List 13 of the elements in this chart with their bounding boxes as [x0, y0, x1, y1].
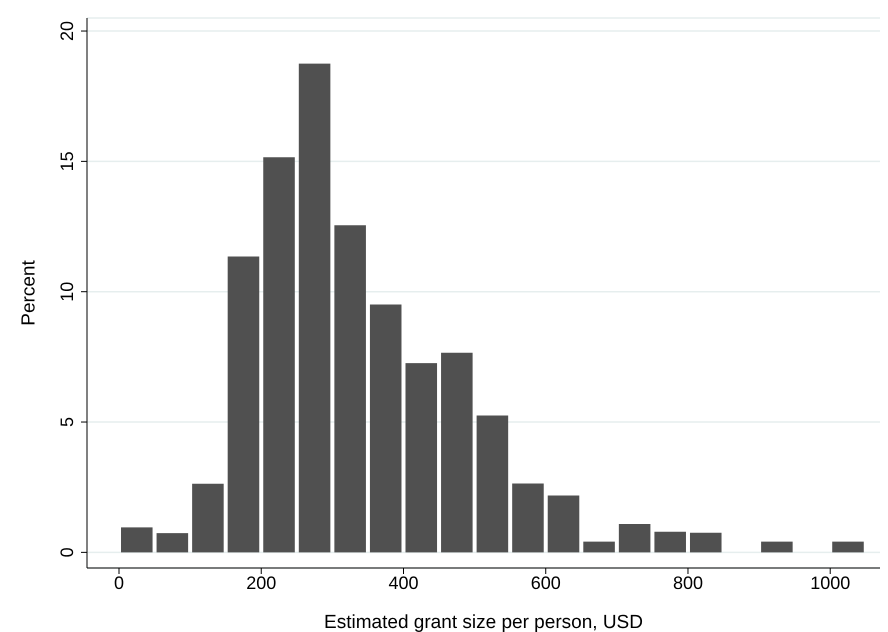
y-tick-label: 0: [57, 547, 77, 558]
y-tick-label: 10: [57, 282, 77, 302]
x-tick-label: 600: [530, 572, 561, 593]
y-axis-title: Percent: [18, 260, 40, 326]
x-tick-label: 200: [246, 572, 276, 593]
y-tick-label: 20: [57, 21, 77, 42]
x-tick-label: 0: [114, 572, 124, 593]
y-tick-label: 5: [57, 417, 77, 428]
x-tick-label: 1000: [810, 572, 850, 593]
x-tick-label: 400: [388, 572, 419, 593]
y-tick-label: 15: [57, 151, 77, 172]
x-tick-label: 800: [672, 572, 703, 593]
x-axis-title: Estimated grant size per person, USD: [324, 612, 643, 632]
